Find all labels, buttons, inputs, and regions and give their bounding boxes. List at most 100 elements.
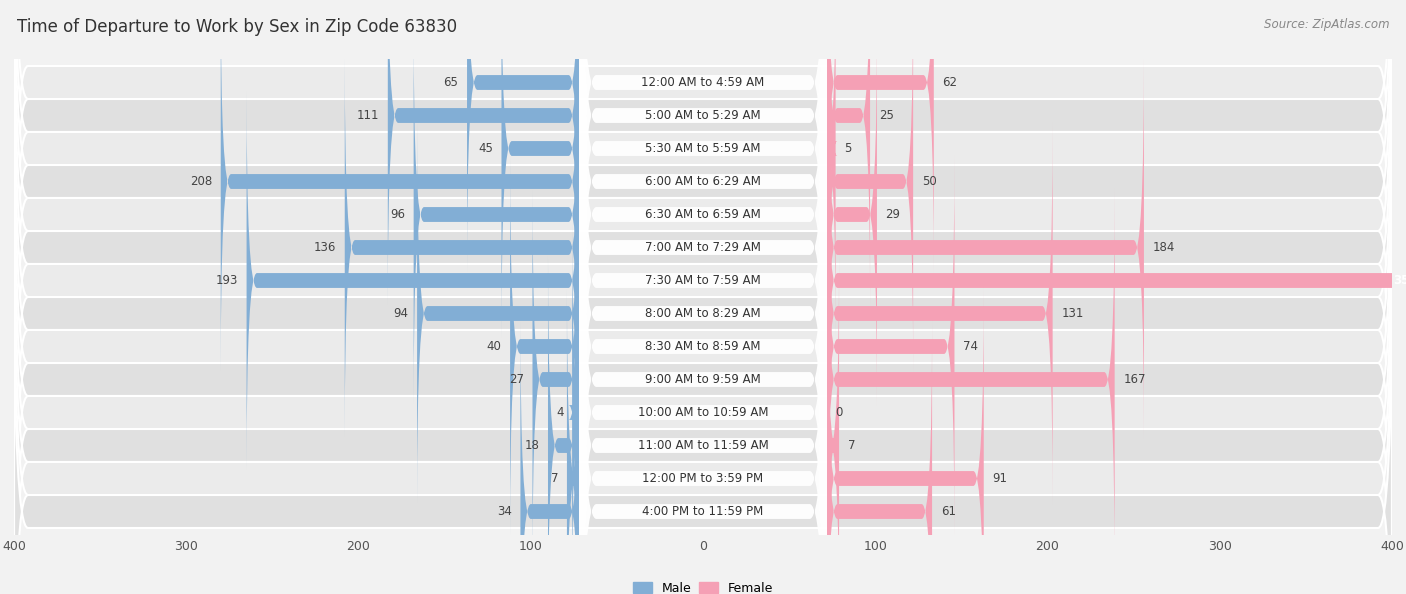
Text: 8:00 AM to 8:29 AM: 8:00 AM to 8:29 AM (645, 307, 761, 320)
FancyBboxPatch shape (827, 288, 984, 594)
Text: 61: 61 (941, 505, 956, 518)
FancyBboxPatch shape (14, 264, 1392, 594)
Text: 91: 91 (993, 472, 1007, 485)
FancyBboxPatch shape (825, 0, 838, 339)
FancyBboxPatch shape (579, 0, 827, 537)
Text: 18: 18 (524, 439, 540, 452)
FancyBboxPatch shape (827, 156, 955, 537)
Text: 12:00 AM to 4:59 AM: 12:00 AM to 4:59 AM (641, 76, 765, 89)
FancyBboxPatch shape (827, 0, 870, 306)
Text: 9:00 AM to 9:59 AM: 9:00 AM to 9:59 AM (645, 373, 761, 386)
FancyBboxPatch shape (14, 0, 1392, 462)
Text: 136: 136 (314, 241, 336, 254)
Text: 8:30 AM to 8:59 AM: 8:30 AM to 8:59 AM (645, 340, 761, 353)
FancyBboxPatch shape (579, 156, 827, 594)
Text: 62: 62 (942, 76, 957, 89)
FancyBboxPatch shape (548, 255, 579, 594)
FancyBboxPatch shape (344, 57, 579, 438)
Legend: Male, Female: Male, Female (633, 582, 773, 594)
FancyBboxPatch shape (14, 231, 1392, 594)
FancyBboxPatch shape (579, 0, 827, 438)
FancyBboxPatch shape (502, 0, 579, 339)
Text: 167: 167 (1123, 373, 1146, 386)
Text: 65: 65 (443, 76, 458, 89)
Text: 10:00 AM to 10:59 AM: 10:00 AM to 10:59 AM (638, 406, 768, 419)
Text: 27: 27 (509, 373, 524, 386)
FancyBboxPatch shape (827, 57, 1144, 438)
FancyBboxPatch shape (827, 24, 877, 405)
FancyBboxPatch shape (579, 0, 827, 504)
FancyBboxPatch shape (827, 0, 934, 273)
FancyBboxPatch shape (14, 66, 1392, 561)
FancyBboxPatch shape (14, 0, 1392, 363)
FancyBboxPatch shape (14, 198, 1392, 594)
Text: 7: 7 (848, 439, 855, 452)
FancyBboxPatch shape (14, 165, 1392, 594)
Text: 6:30 AM to 6:59 AM: 6:30 AM to 6:59 AM (645, 208, 761, 221)
Text: 0: 0 (835, 406, 844, 419)
Text: 193: 193 (215, 274, 238, 287)
Text: 94: 94 (394, 307, 409, 320)
Text: 351: 351 (1393, 274, 1406, 287)
FancyBboxPatch shape (467, 0, 579, 273)
Text: 7:30 AM to 7:59 AM: 7:30 AM to 7:59 AM (645, 274, 761, 287)
Text: 7:00 AM to 7:29 AM: 7:00 AM to 7:29 AM (645, 241, 761, 254)
Text: 34: 34 (496, 505, 512, 518)
FancyBboxPatch shape (14, 33, 1392, 528)
FancyBboxPatch shape (579, 123, 827, 594)
Text: 184: 184 (1153, 241, 1175, 254)
Text: 4:00 PM to 11:59 PM: 4:00 PM to 11:59 PM (643, 505, 763, 518)
Text: 5:30 AM to 5:59 AM: 5:30 AM to 5:59 AM (645, 142, 761, 155)
FancyBboxPatch shape (568, 222, 582, 594)
FancyBboxPatch shape (520, 321, 579, 594)
FancyBboxPatch shape (418, 123, 579, 504)
Text: 29: 29 (886, 208, 901, 221)
FancyBboxPatch shape (827, 90, 1406, 471)
FancyBboxPatch shape (567, 288, 579, 594)
Text: 50: 50 (922, 175, 936, 188)
FancyBboxPatch shape (221, 0, 579, 372)
FancyBboxPatch shape (246, 90, 579, 471)
FancyBboxPatch shape (388, 0, 579, 306)
FancyBboxPatch shape (579, 57, 827, 594)
FancyBboxPatch shape (579, 0, 827, 405)
Text: 11:00 AM to 11:59 AM: 11:00 AM to 11:59 AM (638, 439, 768, 452)
FancyBboxPatch shape (14, 0, 1392, 330)
FancyBboxPatch shape (579, 0, 827, 570)
Text: 74: 74 (963, 340, 979, 353)
FancyBboxPatch shape (579, 90, 827, 594)
Text: 7: 7 (551, 472, 558, 485)
FancyBboxPatch shape (827, 255, 839, 594)
Text: 12:00 PM to 3:59 PM: 12:00 PM to 3:59 PM (643, 472, 763, 485)
Text: 5: 5 (844, 142, 852, 155)
FancyBboxPatch shape (827, 0, 912, 372)
Text: 208: 208 (190, 175, 212, 188)
FancyBboxPatch shape (579, 189, 827, 594)
Text: 25: 25 (879, 109, 894, 122)
FancyBboxPatch shape (14, 99, 1392, 594)
Text: 4: 4 (555, 406, 564, 419)
Text: 96: 96 (389, 208, 405, 221)
Text: Source: ZipAtlas.com: Source: ZipAtlas.com (1264, 18, 1389, 31)
FancyBboxPatch shape (14, 0, 1392, 429)
Text: Time of Departure to Work by Sex in Zip Code 63830: Time of Departure to Work by Sex in Zip … (17, 18, 457, 36)
FancyBboxPatch shape (14, 132, 1392, 594)
FancyBboxPatch shape (827, 189, 1115, 570)
FancyBboxPatch shape (579, 0, 827, 594)
FancyBboxPatch shape (533, 189, 579, 570)
Text: 111: 111 (357, 109, 380, 122)
FancyBboxPatch shape (827, 123, 1053, 504)
FancyBboxPatch shape (827, 321, 932, 594)
Text: 5:00 AM to 5:29 AM: 5:00 AM to 5:29 AM (645, 109, 761, 122)
FancyBboxPatch shape (14, 0, 1392, 396)
Text: 131: 131 (1062, 307, 1084, 320)
FancyBboxPatch shape (579, 0, 827, 594)
FancyBboxPatch shape (579, 0, 827, 471)
FancyBboxPatch shape (413, 24, 579, 405)
FancyBboxPatch shape (510, 156, 579, 537)
Text: 40: 40 (486, 340, 502, 353)
Text: 6:00 AM to 6:29 AM: 6:00 AM to 6:29 AM (645, 175, 761, 188)
FancyBboxPatch shape (14, 0, 1392, 495)
FancyBboxPatch shape (579, 24, 827, 594)
Text: 45: 45 (478, 142, 494, 155)
